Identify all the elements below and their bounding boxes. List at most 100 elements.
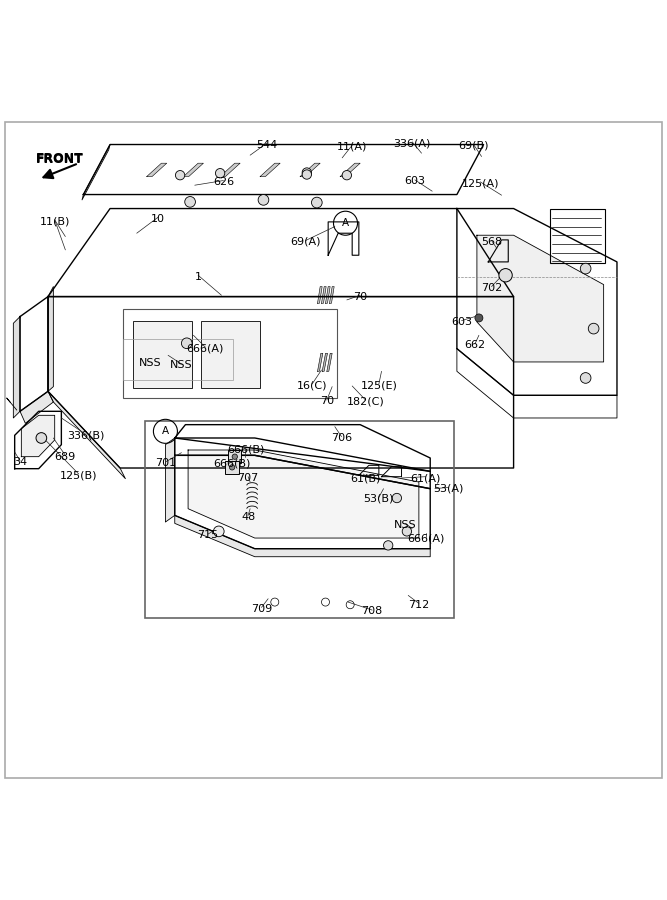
- Circle shape: [342, 170, 352, 180]
- Text: 689: 689: [55, 452, 76, 462]
- Circle shape: [392, 493, 402, 503]
- Bar: [201, 321, 260, 388]
- Text: NSS: NSS: [139, 358, 161, 368]
- Circle shape: [185, 196, 195, 207]
- Polygon shape: [188, 450, 419, 538]
- Circle shape: [213, 526, 224, 536]
- Text: A: A: [162, 427, 169, 436]
- Polygon shape: [329, 286, 334, 303]
- Polygon shape: [175, 455, 430, 549]
- Polygon shape: [48, 392, 125, 479]
- Circle shape: [215, 168, 225, 178]
- Text: 34: 34: [13, 457, 27, 467]
- Text: 70: 70: [353, 292, 368, 302]
- Text: 336(A): 336(A): [394, 139, 431, 148]
- Polygon shape: [48, 297, 514, 468]
- Text: 626: 626: [213, 177, 234, 187]
- Circle shape: [499, 268, 512, 282]
- Circle shape: [258, 194, 269, 205]
- Text: 715: 715: [197, 530, 219, 540]
- Polygon shape: [48, 286, 53, 392]
- Polygon shape: [457, 209, 617, 395]
- Polygon shape: [317, 354, 323, 372]
- Bar: [550, 209, 605, 263]
- Polygon shape: [328, 222, 359, 256]
- Text: 1: 1: [195, 272, 201, 282]
- Text: 666(A): 666(A): [407, 533, 444, 543]
- Text: FRONT: FRONT: [36, 153, 84, 166]
- Polygon shape: [322, 354, 327, 372]
- Text: 125(B): 125(B): [60, 471, 97, 481]
- Circle shape: [311, 197, 322, 208]
- Text: 702: 702: [481, 283, 502, 293]
- Text: 11(A): 11(A): [337, 141, 368, 151]
- Text: A: A: [342, 218, 349, 229]
- Text: 706: 706: [331, 433, 352, 443]
- Text: 544: 544: [256, 140, 277, 149]
- Text: 48: 48: [241, 512, 255, 522]
- Polygon shape: [83, 145, 484, 194]
- Text: 61(B): 61(B): [350, 473, 381, 483]
- Text: NSS: NSS: [170, 360, 193, 370]
- Text: 603: 603: [451, 317, 472, 327]
- Polygon shape: [20, 297, 48, 411]
- Text: 11(B): 11(B): [39, 216, 70, 226]
- Text: NSS: NSS: [394, 519, 417, 530]
- Text: 662: 662: [464, 340, 486, 350]
- Polygon shape: [175, 425, 430, 472]
- Polygon shape: [20, 392, 53, 423]
- Polygon shape: [457, 348, 617, 418]
- Polygon shape: [13, 317, 20, 418]
- Polygon shape: [175, 438, 430, 489]
- Text: 568: 568: [481, 237, 502, 247]
- Text: 10: 10: [151, 213, 165, 223]
- Polygon shape: [165, 438, 175, 522]
- Bar: [225, 461, 239, 474]
- Polygon shape: [220, 163, 240, 176]
- Text: 125(E): 125(E): [360, 381, 398, 391]
- Text: 666(A): 666(A): [187, 344, 224, 354]
- Bar: [133, 321, 192, 388]
- Circle shape: [232, 454, 237, 459]
- Polygon shape: [317, 286, 322, 303]
- Circle shape: [36, 433, 47, 444]
- Circle shape: [580, 373, 591, 383]
- Polygon shape: [260, 163, 280, 176]
- Polygon shape: [21, 415, 55, 456]
- Text: 666(B): 666(B): [213, 458, 251, 468]
- Circle shape: [175, 170, 185, 180]
- Polygon shape: [300, 163, 320, 176]
- Text: 70: 70: [319, 396, 334, 406]
- Circle shape: [181, 338, 192, 348]
- Circle shape: [580, 263, 591, 274]
- Text: 708: 708: [362, 607, 383, 616]
- Polygon shape: [15, 411, 61, 469]
- Text: 125(A): 125(A): [462, 178, 499, 188]
- Polygon shape: [147, 163, 167, 176]
- Text: 712: 712: [408, 599, 430, 609]
- Circle shape: [384, 541, 393, 550]
- Polygon shape: [175, 516, 430, 557]
- Circle shape: [302, 168, 311, 177]
- Bar: [123, 338, 233, 380]
- Circle shape: [588, 323, 599, 334]
- Text: 16(C): 16(C): [297, 381, 327, 391]
- Text: 709: 709: [251, 604, 272, 614]
- Circle shape: [302, 170, 311, 179]
- Text: 603: 603: [404, 176, 426, 186]
- Text: 61(A): 61(A): [410, 473, 441, 483]
- Bar: [123, 310, 337, 398]
- Text: 69(B): 69(B): [458, 140, 489, 151]
- Text: 182(C): 182(C): [347, 396, 384, 406]
- Polygon shape: [340, 163, 360, 176]
- Circle shape: [229, 464, 235, 470]
- Text: 69(A): 69(A): [290, 237, 321, 247]
- Text: FRONT: FRONT: [36, 152, 84, 165]
- Circle shape: [475, 314, 483, 322]
- Polygon shape: [321, 286, 326, 303]
- Text: 53(B): 53(B): [364, 494, 394, 504]
- Text: 666(B): 666(B): [227, 445, 264, 455]
- Polygon shape: [48, 209, 514, 297]
- Text: 336(B): 336(B): [67, 430, 104, 440]
- Polygon shape: [327, 354, 332, 372]
